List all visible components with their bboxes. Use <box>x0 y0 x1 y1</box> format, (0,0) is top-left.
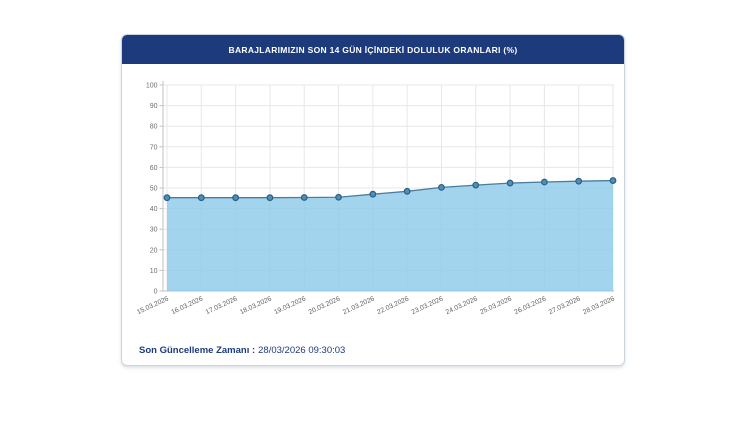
data-point[interactable] <box>335 193 342 201</box>
y-tick-label: 90 <box>150 103 158 110</box>
data-point[interactable] <box>197 194 205 202</box>
area-fill <box>167 180 613 291</box>
x-tick-label: 27.03.2026 <box>548 295 582 316</box>
data-point[interactable] <box>232 194 240 202</box>
x-tick-label: 26.03.2026 <box>513 295 547 316</box>
data-point[interactable] <box>472 181 480 189</box>
y-tick-label: 30 <box>150 227 158 234</box>
y-tick-label: 60 <box>150 165 158 172</box>
card-header: BARAJLARIMIZIN SON 14 GÜN İÇİNDEKİ DOLUL… <box>122 35 624 64</box>
data-point[interactable] <box>540 178 548 186</box>
area-chart[interactable]: 0 10 20 30 40 50 60 70 80 90 100 15.03.2026 16.03.20… <box>122 64 624 326</box>
x-tick-label: 16.03.2026 <box>170 295 204 316</box>
dam-fullness-card: BARAJLARIMIZIN SON 14 GÜN İÇİNDEKİ DOLUL… <box>121 34 625 366</box>
y-tick-label: 80 <box>150 124 158 131</box>
y-tick-label: 10 <box>150 268 158 275</box>
chart-title: BARAJLARIMIZIN SON 14 GÜN İÇİNDEKİ DOLUL… <box>228 44 518 55</box>
x-tick-label: 28.03.2026 <box>582 295 616 316</box>
last-update-label: Son Güncelleme Zamanı : <box>139 345 256 356</box>
data-point[interactable] <box>266 194 274 202</box>
x-tick-label: 25.03.2026 <box>479 295 513 316</box>
y-tick-label: 50 <box>150 186 158 193</box>
y-tick-label: 20 <box>150 247 158 254</box>
x-tick-label: 22.03.2026 <box>376 295 410 316</box>
data-point[interactable] <box>609 177 617 184</box>
data-point[interactable] <box>163 194 171 202</box>
x-tick-label: 24.03.2026 <box>445 295 479 316</box>
data-point[interactable] <box>403 187 411 195</box>
series-line <box>167 179 614 199</box>
x-tick-label: 18.03.2026 <box>239 295 273 316</box>
x-tick-label: 15.03.2026 <box>136 295 170 316</box>
data-point[interactable] <box>300 194 308 201</box>
data-point[interactable] <box>369 190 377 198</box>
data-point[interactable] <box>575 177 583 185</box>
x-tick-label: 17.03.2026 <box>205 295 239 316</box>
y-tick-label: 70 <box>150 144 158 151</box>
last-update-value: 28/03/2026 09:30:03 <box>258 345 346 356</box>
data-point[interactable] <box>438 183 445 191</box>
x-tick-label: 20.03.2026 <box>308 295 342 316</box>
y-tick-label: 100 <box>146 83 158 90</box>
x-tick-label: 21.03.2026 <box>342 295 376 316</box>
x-tick-label: 23.03.2026 <box>411 295 445 316</box>
x-tick-label: 19.03.2026 <box>273 295 307 316</box>
last-update: Son Güncelleme Zamanı :28/03/2026 09:30:… <box>139 345 345 356</box>
y-tick-label: 40 <box>150 206 158 213</box>
chart-canvas[interactable]: 0 10 20 30 40 50 60 70 80 90 100 15.03.2026 16.03.20… <box>122 64 624 326</box>
y-tick-label: 0 <box>154 289 158 296</box>
data-point[interactable] <box>506 179 514 187</box>
